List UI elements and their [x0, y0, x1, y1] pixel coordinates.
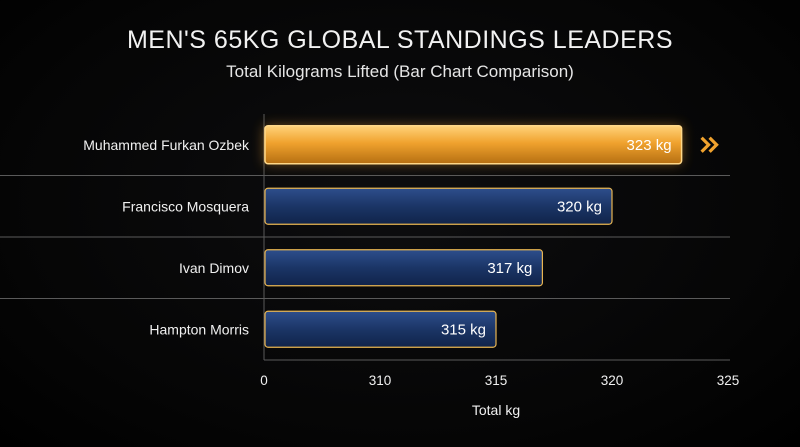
bar-value-label: 315 kg	[441, 321, 486, 338]
x-tick-label: 310	[369, 373, 392, 388]
x-tick-label: 0	[260, 373, 268, 388]
bar	[264, 310, 497, 348]
category-label: Muhammed Furkan Ozbek	[83, 137, 250, 153]
chart-title: MEN'S 65KG GLOBAL STANDINGS LEADERS	[126, 26, 674, 54]
chart-subtitle: Total Kilograms Lifted (Bar Chart Compar…	[226, 62, 574, 81]
x-tick-label: 315	[485, 373, 508, 388]
category-label: Hampton Morris	[149, 321, 249, 337]
bar	[264, 125, 683, 165]
bar	[264, 249, 543, 287]
category-label: Ivan Dimov	[179, 260, 249, 276]
bar-value-label: 320 kg	[557, 198, 602, 215]
x-tick-label: 320	[601, 373, 624, 388]
x-axis-title: Total kg	[472, 402, 520, 418]
x-tick-label: 325	[717, 373, 740, 388]
bar	[264, 187, 613, 225]
bar-value-label: 317 kg	[487, 260, 532, 277]
double-chevron-right-icon	[700, 136, 719, 153]
category-label: Francisco Mosquera	[122, 198, 249, 214]
bar-value-label: 323 kg	[627, 137, 672, 154]
